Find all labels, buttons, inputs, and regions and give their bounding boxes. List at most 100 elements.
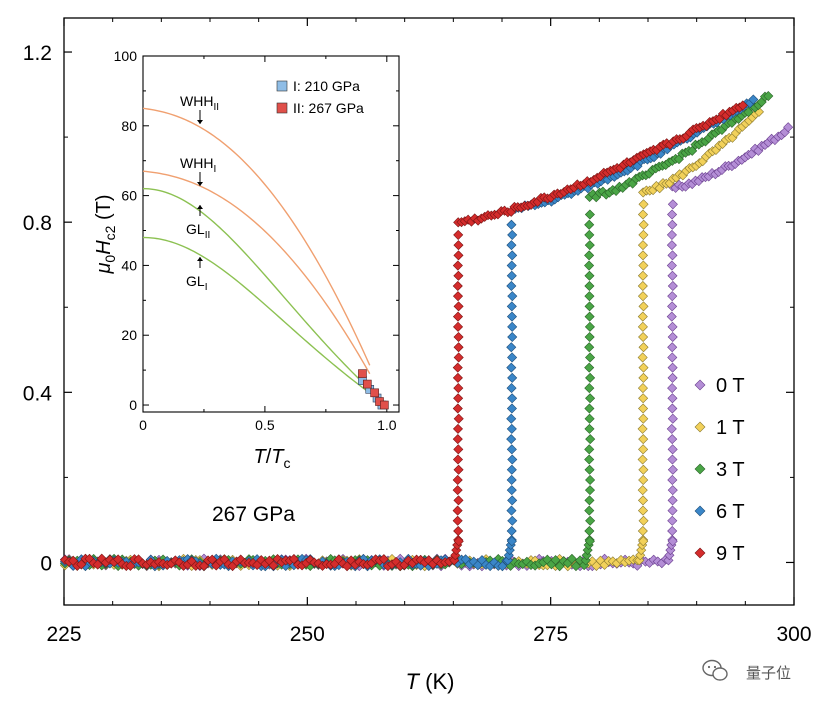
inset-y-tick-label: 60 <box>121 188 137 204</box>
inset-legend-label: II: 267 GPa <box>293 100 364 116</box>
data-point <box>566 553 577 564</box>
data-point <box>506 403 517 414</box>
inset-arrow-head <box>197 257 203 261</box>
y-tick-label: 1.2 <box>23 42 52 65</box>
data-point <box>452 362 463 373</box>
data-point <box>507 250 518 261</box>
data-point <box>452 474 463 485</box>
data-point <box>748 94 759 105</box>
data-point <box>585 474 596 485</box>
data-point <box>506 413 517 424</box>
main-plot-frame <box>63 17 795 606</box>
inset-y-axis-title: μ0Hc2 (T) <box>93 194 118 274</box>
data-point <box>638 515 649 526</box>
data-point <box>667 464 678 475</box>
data-point <box>637 525 648 537</box>
data-point <box>506 240 517 251</box>
data-point <box>198 560 209 571</box>
data-point <box>667 495 678 506</box>
data-point <box>506 525 517 537</box>
inset-curve-GL_I <box>142 236 371 394</box>
data-point <box>667 270 678 281</box>
data-point <box>584 464 595 475</box>
inset-point-II <box>363 379 372 389</box>
data-point <box>667 250 678 261</box>
data-point <box>667 454 678 465</box>
data-point <box>506 423 517 434</box>
data-point <box>638 342 649 353</box>
x-axis-title: T (K) <box>406 669 455 694</box>
x-tick-label: 275 <box>533 623 568 646</box>
inset-point-II <box>380 400 389 410</box>
data-point <box>638 219 649 230</box>
data-point <box>497 561 508 572</box>
data-point <box>507 331 518 343</box>
data-point <box>763 91 774 102</box>
data-point <box>667 515 678 526</box>
data-point <box>665 545 676 556</box>
data-point <box>667 525 678 537</box>
inset-legend-label: I: 210 GPa <box>293 78 360 94</box>
data-point <box>667 383 678 394</box>
data-point <box>667 301 678 312</box>
data-point <box>638 413 649 424</box>
data-point <box>584 444 595 455</box>
data-point <box>737 100 748 111</box>
inset-y-tick-label: 0 <box>129 397 137 413</box>
wechat-logo-icon <box>702 659 728 681</box>
data-point <box>667 536 678 547</box>
data-point <box>637 383 648 394</box>
legend-label: 0 T <box>716 375 745 397</box>
inset-y-tick-label: 40 <box>121 257 137 273</box>
data-point <box>452 454 464 465</box>
data-point <box>453 525 464 537</box>
inset-curve-label: WHHII <box>180 93 219 113</box>
data-point <box>452 515 463 526</box>
data-point <box>638 199 649 210</box>
data-point <box>570 561 581 572</box>
data-point <box>637 240 648 251</box>
data-point <box>507 372 518 383</box>
data-point <box>585 372 596 383</box>
inset-background <box>143 56 399 412</box>
data-point <box>584 260 595 271</box>
data-point <box>667 393 678 404</box>
data-point <box>452 485 463 496</box>
data-point <box>637 270 648 281</box>
inset-x-tick-label: 0 <box>139 417 147 433</box>
data-point <box>637 311 648 322</box>
data-point <box>584 505 595 516</box>
data-point <box>584 219 595 230</box>
data-point <box>667 372 678 383</box>
inset-curve-labels: WHHII WHHI GLII GLI <box>180 93 219 293</box>
pressure-annotation: 267 GPa <box>212 503 295 526</box>
x-tick-label: 300 <box>776 623 811 646</box>
data-point <box>468 556 479 567</box>
data-point <box>638 301 649 312</box>
data-point <box>584 525 595 537</box>
inset-curve-WHH_II <box>142 107 371 366</box>
data-point <box>637 454 648 465</box>
data-point <box>453 229 464 240</box>
data-point <box>667 219 678 230</box>
data-point <box>453 383 464 394</box>
data-point <box>453 464 464 475</box>
legend-label: 3 T <box>716 459 745 481</box>
data-point <box>584 301 595 312</box>
data-point <box>637 280 648 292</box>
data-point <box>506 434 517 445</box>
data-point <box>550 555 561 566</box>
data-point <box>507 291 518 302</box>
data-point <box>506 464 517 475</box>
data-point <box>453 393 464 404</box>
data-point <box>506 219 517 230</box>
data-point <box>453 413 464 424</box>
data-point <box>506 311 518 322</box>
data-point <box>268 560 279 571</box>
legend-label: 1 T <box>716 417 745 439</box>
data-point <box>667 331 678 343</box>
inset-y-tick-label: 80 <box>121 118 137 134</box>
inset-y-tick-label: 20 <box>121 327 137 343</box>
data-point <box>453 321 464 332</box>
